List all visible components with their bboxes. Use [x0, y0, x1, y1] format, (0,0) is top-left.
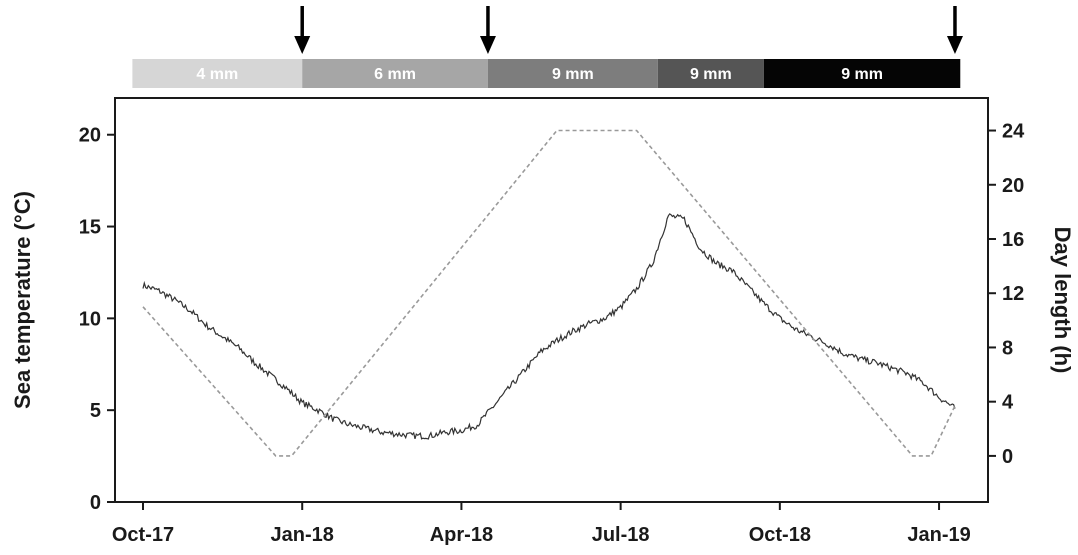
- y-right-tick-label: 8: [1002, 337, 1013, 359]
- size-band: [302, 59, 488, 88]
- x-tick-label: Jan-18: [271, 524, 334, 546]
- size-band: [657, 59, 764, 88]
- size-band: [763, 59, 961, 88]
- plot-frame: [114, 97, 989, 503]
- sampling-arrow-head: [479, 36, 496, 54]
- size-band-label: 9 mm: [841, 66, 883, 83]
- y-right-tick-label: 24: [1002, 121, 1025, 143]
- y-left-tick-label: 10: [79, 308, 101, 330]
- x-tick-label: Oct-17: [112, 524, 174, 546]
- y-left-axis-ticks: 0 5 10 15 20: [79, 125, 115, 514]
- x-tick-label: Jul-18: [592, 524, 650, 546]
- y-right-axis-label: Day length (h): [1050, 227, 1075, 374]
- y-right-tick-label: 12: [1002, 283, 1024, 305]
- y-right-axis-ticks: 0 4 8 12 16 20 24: [988, 121, 1025, 468]
- y-left-axis-label: Sea temperature (°C): [10, 191, 35, 409]
- size-band-label: 9 mm: [552, 66, 594, 83]
- day-length-line: [142, 129, 956, 457]
- y-left-tick-label: 15: [79, 217, 101, 239]
- sampling-arrow-head: [294, 36, 311, 54]
- size-band-label: 6 mm: [374, 66, 416, 83]
- y-left-tick-label: 0: [90, 492, 101, 514]
- size-band-label: 9 mm: [690, 66, 732, 83]
- y-right-tick-label: 0: [1002, 446, 1013, 468]
- y-right-tick-label: 16: [1002, 229, 1024, 251]
- sea-temperature-line: [142, 213, 956, 440]
- x-tick-label: Apr-18: [430, 524, 493, 546]
- x-tick-label: Jan-19: [907, 524, 970, 546]
- sampling-arrow-head: [946, 36, 963, 54]
- x-tick-label: Oct-18: [749, 524, 811, 546]
- y-left-tick-label: 20: [79, 125, 101, 147]
- sampling-arrows: [294, 6, 963, 54]
- x-axis-ticks: Oct-17 Jan-18 Apr-18 Jul-18 Oct-18 Jan-19: [112, 502, 971, 546]
- y-right-tick-label: 20: [1002, 175, 1024, 197]
- y-right-tick-label: 4: [1002, 392, 1014, 414]
- size-bands: 4 mm 6 mm 9 mm 9 mm 9 mm: [132, 59, 961, 88]
- size-band: [487, 59, 658, 88]
- size-band-label: 4 mm: [196, 66, 238, 83]
- series-layer: [142, 129, 956, 457]
- y-left-tick-label: 5: [90, 400, 101, 422]
- size-band: [132, 59, 303, 88]
